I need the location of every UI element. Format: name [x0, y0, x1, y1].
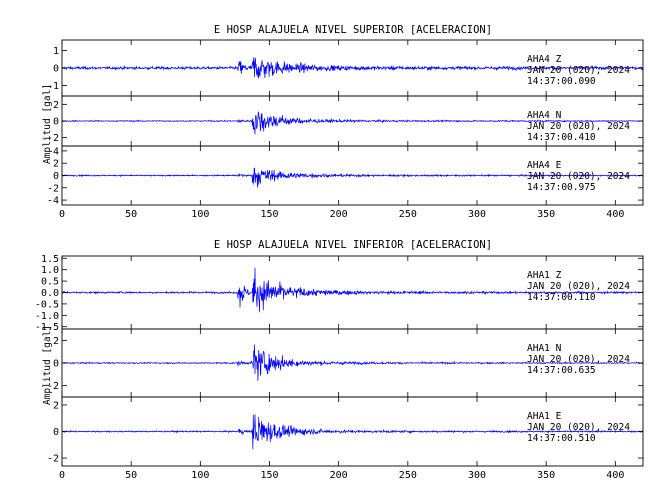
waveform-line: [61, 414, 644, 450]
y-tick-label: 1.0: [41, 265, 59, 276]
waveform-line: [61, 111, 644, 135]
x-tick-label: 350: [537, 209, 555, 220]
y-tick-label: -1: [47, 81, 59, 92]
y-tick-label: 0: [53, 427, 59, 438]
station-time: 14:37:00.110: [527, 292, 596, 303]
y-tick-label: 0: [53, 117, 59, 128]
y-tick-label: -2: [47, 133, 59, 144]
waveform-line: [61, 167, 644, 188]
station-time: 14:37:00.090: [527, 76, 596, 87]
x-tick-label: 150: [260, 209, 278, 220]
station-time: 14:37:00.410: [527, 132, 596, 143]
x-tick-label: 100: [191, 470, 209, 481]
upper-level-panel: E HOSP ALAJUELA NIVEL SUPERIOR [ACELERAC…: [42, 24, 644, 220]
station-date: JAN 20 (020), 2024: [527, 422, 630, 433]
station-time: 14:37:00.510: [527, 433, 596, 444]
x-tick-label: 100: [191, 209, 209, 220]
upper-panel-title: E HOSP ALAJUELA NIVEL SUPERIOR [ACELERAC…: [214, 24, 492, 36]
x-tick-label: 350: [537, 470, 555, 481]
station-date: JAN 20 (020), 2024: [527, 121, 630, 132]
x-tick-label: 400: [606, 209, 624, 220]
y-tick-label: -1.0: [35, 311, 59, 322]
waveform-line: [61, 267, 644, 313]
y-tick-label: 0: [53, 64, 59, 75]
y-tick-label: 2: [53, 400, 59, 411]
station-date: JAN 20 (020), 2024: [527, 281, 630, 292]
station-time: 14:37:00.975: [527, 182, 596, 193]
y-tick-label: 2: [53, 100, 59, 111]
station-label: AHA4 E: [527, 160, 562, 171]
y-tick-label: -1.5: [35, 322, 59, 333]
y-tick-label: 0: [53, 171, 59, 182]
station-label: AHA4 N: [527, 110, 562, 121]
y-tick-label: -2: [47, 381, 59, 392]
x-tick-label: 0: [59, 209, 65, 220]
y-tick-label: 1: [53, 46, 59, 57]
station-label: AHA4 Z: [527, 54, 562, 65]
x-tick-label: 200: [330, 209, 348, 220]
y-tick-label: -0.5: [35, 299, 59, 310]
station-label: AHA1 N: [527, 343, 562, 354]
y-tick-label: 0: [53, 359, 59, 370]
lower-y-axis-label: Amplitud [gal]: [42, 325, 53, 405]
y-tick-label: 0.5: [41, 277, 59, 288]
station-date: JAN 20 (020), 2024: [527, 354, 630, 365]
y-tick-label: 1.5: [41, 254, 59, 265]
x-tick-label: 250: [399, 209, 417, 220]
x-tick-label: 250: [399, 470, 417, 481]
x-tick-label: 50: [125, 209, 137, 220]
x-tick-label: 300: [468, 470, 486, 481]
x-tick-label: 300: [468, 209, 486, 220]
y-tick-label: 4: [53, 146, 59, 157]
lower-level-panel: E HOSP ALAJUELA NIVEL INFERIOR [ACELERAC…: [35, 239, 644, 481]
y-tick-label: -2: [47, 183, 59, 194]
lower-panel-title: E HOSP ALAJUELA NIVEL INFERIOR [ACELERAC…: [214, 239, 492, 251]
x-tick-label: 50: [125, 470, 137, 481]
station-time: 14:37:00.635: [527, 365, 596, 376]
x-tick-label: 200: [330, 470, 348, 481]
station-date: JAN 20 (020), 2024: [527, 171, 630, 182]
waveform-line: [61, 57, 644, 79]
station-label: AHA1 Z: [527, 270, 562, 281]
y-tick-label: 2: [53, 336, 59, 347]
waveform-line: [61, 344, 644, 381]
station-date: JAN 20 (020), 2024: [527, 65, 630, 76]
y-tick-label: -2: [47, 454, 59, 465]
y-tick-label: -4: [47, 196, 59, 207]
x-tick-label: 150: [260, 470, 278, 481]
x-tick-label: 400: [606, 470, 624, 481]
station-label: AHA1 E: [527, 411, 562, 422]
y-tick-label: 2: [53, 159, 59, 170]
x-tick-label: 0: [59, 470, 65, 481]
upper-y-axis-label: Amplitud [gal]: [42, 84, 53, 164]
y-tick-label: 0.0: [41, 288, 59, 299]
